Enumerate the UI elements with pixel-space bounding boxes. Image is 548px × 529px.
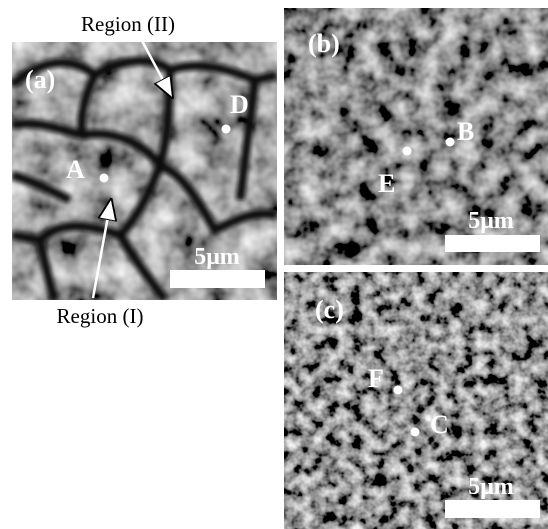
scale-bar — [445, 235, 540, 252]
point-label: D — [230, 90, 249, 119]
figure: (a) A D 5μm (b) B E 5μm (c) F C 5μm Regi… — [0, 0, 548, 529]
scale-bar-label: 5μm — [468, 208, 514, 234]
scale-bar-label: 5μm — [468, 474, 514, 500]
panel-b: (b) B E 5μm — [284, 8, 548, 265]
panel-label: (b) — [308, 29, 340, 58]
point-label: C — [430, 410, 449, 439]
point-marker — [100, 174, 109, 183]
panel-a: (a) A D 5μm — [12, 42, 277, 300]
scale-bar-label: 5μm — [194, 244, 240, 270]
point-marker — [394, 386, 403, 395]
panel-c: (c) F C 5μm — [284, 272, 548, 529]
point-marker — [222, 125, 231, 134]
point-label: B — [457, 117, 474, 146]
annotation: Region (II) — [81, 12, 175, 36]
point-marker — [446, 138, 455, 147]
panel-label: (a) — [25, 65, 55, 94]
annotation: Region (I) — [57, 304, 144, 328]
point-label: F — [368, 364, 384, 393]
point-label: A — [66, 155, 85, 184]
scale-bar — [445, 500, 540, 518]
scale-bar — [170, 270, 265, 288]
point-marker — [403, 147, 412, 156]
panel-label: (c) — [315, 295, 344, 324]
point-marker — [411, 428, 420, 437]
point-label: E — [378, 169, 395, 198]
